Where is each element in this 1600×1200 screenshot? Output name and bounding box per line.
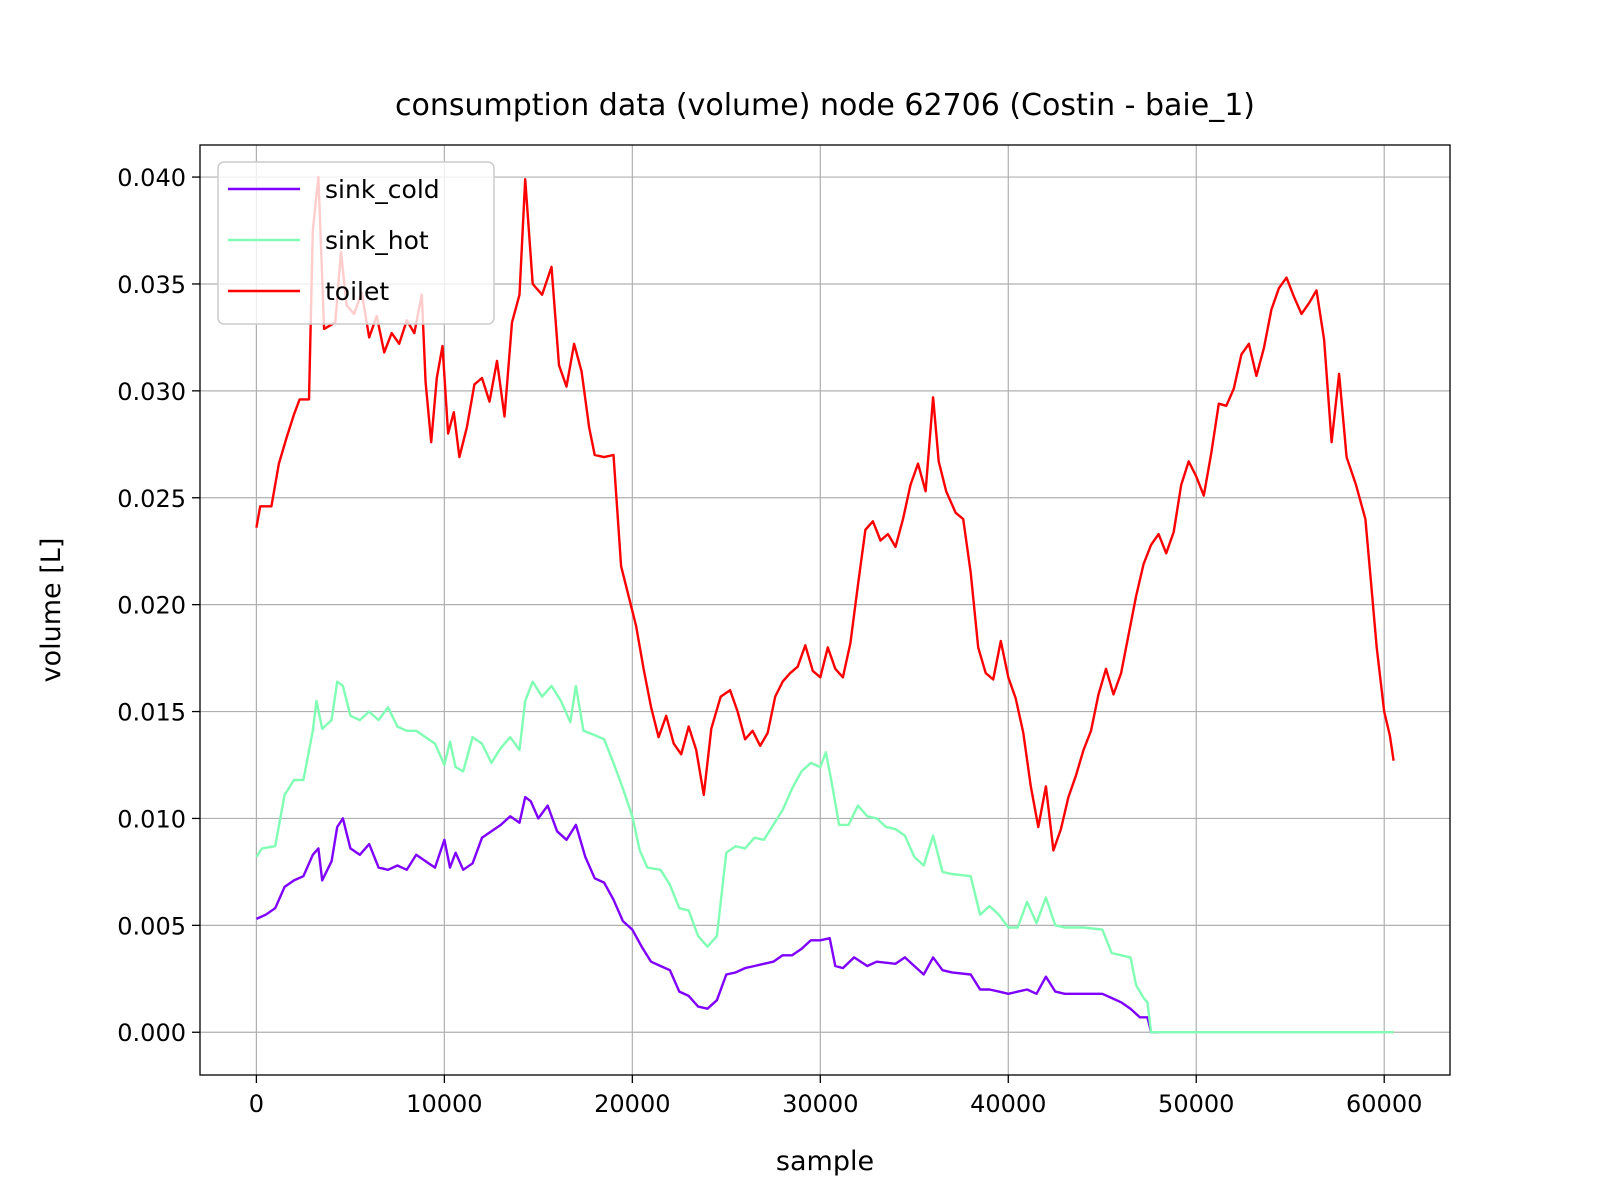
y-tick-label: 0.005 [117, 912, 186, 940]
grid-lines [200, 145, 1450, 1075]
legend-label: sink_cold [325, 175, 440, 204]
y-tick-label: 0.030 [117, 378, 186, 406]
x-tick-label: 0 [249, 1090, 264, 1118]
series-line-toilet [255, 175, 1395, 852]
legend-label: toilet [325, 277, 389, 306]
y-tick-label: 0.020 [117, 592, 186, 620]
y-tick-label: 0.040 [117, 164, 186, 192]
x-tick-label: 20000 [594, 1090, 670, 1118]
y-tick-label: 0.000 [117, 1019, 186, 1047]
y-tick-label: 0.025 [117, 485, 186, 513]
legend-label: sink_hot [325, 226, 429, 255]
data-series [255, 175, 1395, 1034]
series-line-sink-cold [255, 795, 1159, 1034]
y-tick-label: 0.015 [117, 699, 186, 727]
legend-box [217, 161, 495, 325]
series-line-sink-hot [255, 680, 1394, 1034]
y-tick-label: 0.010 [117, 805, 186, 833]
x-axis-label: sample [776, 1146, 874, 1177]
y-tick-label: 0.035 [117, 271, 186, 299]
x-tick-label: 50000 [1158, 1090, 1234, 1118]
x-tick-label: 60000 [1346, 1090, 1422, 1118]
x-tick-label: 10000 [406, 1090, 482, 1118]
x-tick-label: 30000 [782, 1090, 858, 1118]
axis-ticks: 0 10000 20000 30000 40000 50000 60000 0.000 0.00… [117, 164, 1422, 1118]
plot-frame [199, 144, 1451, 1076]
y-axis-label: volume [L] [36, 538, 67, 683]
chart-title: consumption data (volume) node 62706 (Co… [395, 88, 1255, 123]
x-tick-label: 40000 [970, 1090, 1046, 1118]
